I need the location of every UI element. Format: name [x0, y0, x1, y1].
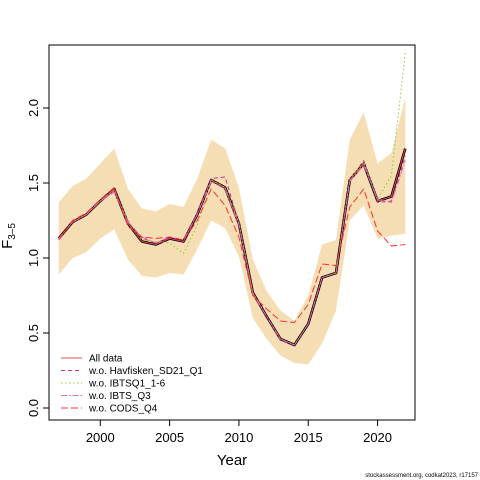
plot-frame — [48, 44, 416, 421]
legend-label: w.o. IBTS_Q3 — [88, 391, 151, 402]
y-tick-label: 1.5 — [26, 174, 41, 192]
legend-label: w.o. CODS_Q4 — [88, 404, 158, 415]
confidence-band-layer — [58, 97, 406, 365]
series-line-3 — [58, 52, 406, 346]
confidence-band — [58, 97, 406, 365]
y-axis-title-subscript: 3–5 — [7, 223, 18, 240]
y-tick-label: 0.5 — [26, 324, 41, 342]
y-tick-label: 0.0 — [26, 399, 41, 417]
series-layer — [57, 52, 407, 347]
y-axis-title-main: F — [0, 240, 16, 249]
x-axis-title: Year — [217, 452, 247, 469]
x-tick-label: 2015 — [294, 430, 323, 445]
x-tick-label: 2000 — [86, 430, 115, 445]
y-axis-title: F3–5 — [0, 223, 18, 249]
x-axis: 2000 2005 2010 2015 2020 — [86, 420, 392, 445]
legend-label: All data — [89, 354, 123, 365]
x-tick-label: 2020 — [363, 430, 392, 445]
y-axis: 0.0 0.5 1.0 1.5 2.0 — [26, 99, 49, 417]
legend-label: w.o. IBTSQ1_1-6 — [88, 379, 166, 390]
y-tick-label: 1.0 — [26, 249, 41, 267]
footer-credit: stockassessment.org, codkat2023, r17157 — [365, 473, 478, 479]
x-tick-label: 2010 — [224, 430, 253, 445]
y-tick-label: 2.0 — [26, 99, 41, 117]
legend-label: w.o. Havfisken_SD21_Q1 — [88, 366, 203, 377]
series-line-5 — [58, 187, 406, 323]
x-tick-label: 2005 — [155, 430, 184, 445]
